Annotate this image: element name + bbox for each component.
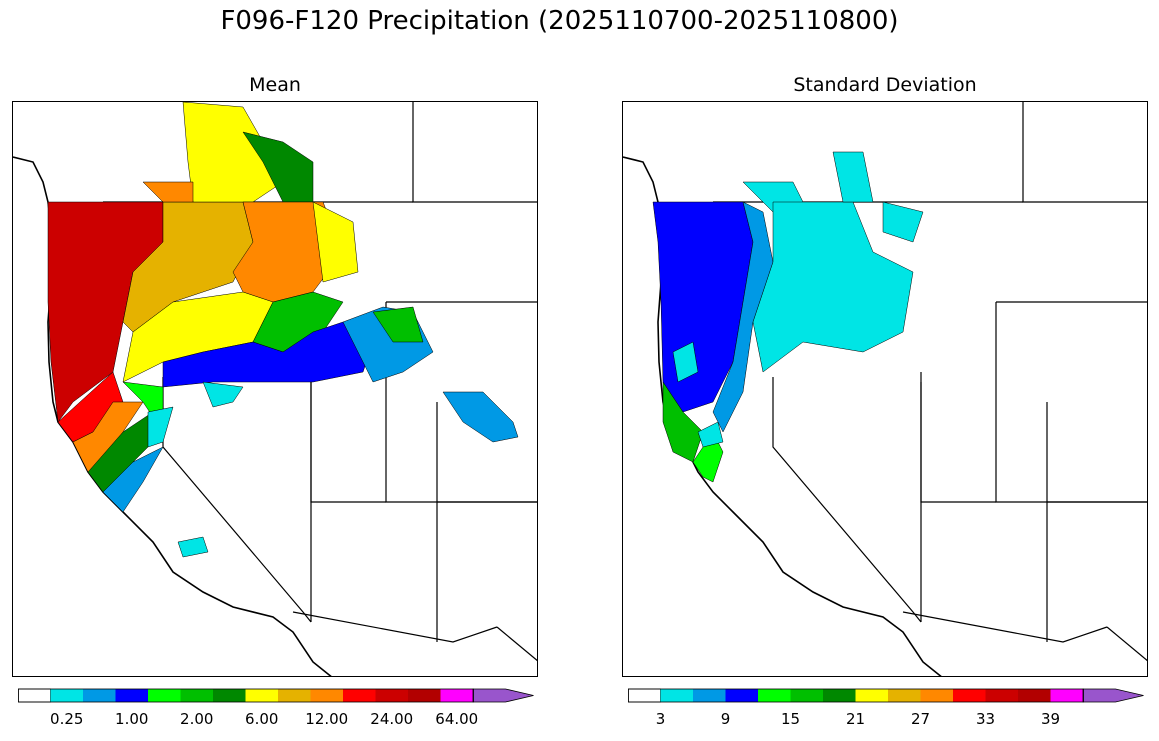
colorbar-segment xyxy=(440,689,473,702)
colorbar-segment xyxy=(790,689,823,702)
colorbar-outline xyxy=(628,688,1084,703)
colorbar-segment xyxy=(408,689,441,702)
colorbar-segment xyxy=(180,689,213,702)
colorbar-segment xyxy=(920,689,953,702)
colorbar-tick-label: 12.00 xyxy=(305,710,349,728)
colorbar-tick-label: 6.00 xyxy=(245,710,279,728)
colorbar-segment xyxy=(855,689,888,702)
colorbar-tick-label: 21 xyxy=(845,710,866,728)
mean-panel-title: Mean xyxy=(249,74,301,96)
colorbar-segment xyxy=(1050,689,1083,702)
colorbar-segment xyxy=(693,689,726,702)
colorbar-segment xyxy=(115,689,148,702)
colorbar-segment xyxy=(985,689,1018,702)
colorbar-segment xyxy=(472,688,534,703)
figure-title: F096-F120 Precipitation (2025110700-2025… xyxy=(220,6,899,36)
colorbar-tick-label: 33 xyxy=(975,710,996,728)
mean-colorbar xyxy=(18,688,534,703)
colorbar-tick-label: 3 xyxy=(655,710,666,728)
colorbar-segment xyxy=(148,689,181,702)
colorbar-segment xyxy=(245,689,278,702)
stddev-colorbar xyxy=(628,688,1144,703)
colorbar-tick-label: 27 xyxy=(910,710,931,728)
colorbar-segment xyxy=(18,688,51,703)
colorbar-segment xyxy=(888,689,921,702)
stddev-map-canvas xyxy=(623,102,1147,676)
colorbar-outline xyxy=(18,688,474,703)
colorbar-tick-label: 1.00 xyxy=(115,710,149,728)
colorbar-segment xyxy=(50,689,83,702)
colorbar-segment xyxy=(375,689,408,702)
colorbar-segment xyxy=(1018,689,1051,702)
colorbar-segment xyxy=(343,689,376,702)
colorbar-segment xyxy=(725,689,758,702)
colorbar-segment xyxy=(953,689,986,702)
mean-map-canvas xyxy=(13,102,537,676)
colorbar-segment xyxy=(278,689,311,702)
colorbar-tick-label: 64.00 xyxy=(435,710,479,728)
colorbar-tick-label: 15 xyxy=(780,710,801,728)
colorbar-tick-label: 9 xyxy=(720,710,731,728)
colorbar-tick-label: 39 xyxy=(1040,710,1061,728)
mean-map xyxy=(12,101,538,677)
colorbar-tick-label: 0.25 xyxy=(50,710,84,728)
colorbar-segment xyxy=(310,689,343,702)
colorbar-segment xyxy=(758,689,791,702)
colorbar-segment xyxy=(213,689,246,702)
colorbar-tick-label: 2.00 xyxy=(180,710,214,728)
colorbar-segment xyxy=(83,689,116,702)
mean-precip-fields xyxy=(47,102,519,558)
colorbar-segment xyxy=(660,689,693,702)
colorbar-tick-label: 24.00 xyxy=(370,710,414,728)
colorbar-segment xyxy=(1082,688,1144,703)
stddev-precip-fields xyxy=(652,151,924,483)
stddev-map xyxy=(622,101,1148,677)
colorbar-segment xyxy=(823,689,856,702)
stddev-panel-title: Standard Deviation xyxy=(793,74,977,96)
colorbar-segment xyxy=(628,688,661,703)
